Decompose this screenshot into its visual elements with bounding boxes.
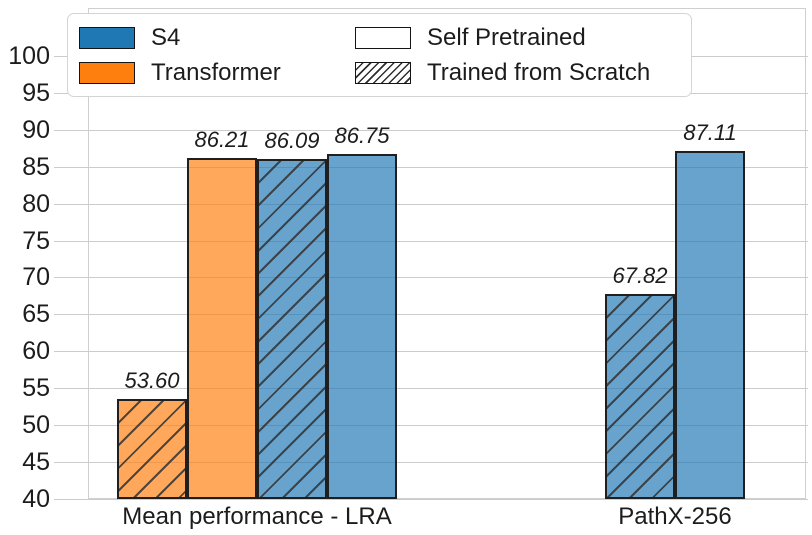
y-tick-label: 80	[22, 189, 50, 218]
legend-label-trained-from-scratch: Trained from Scratch	[427, 58, 651, 86]
gridline-y-40	[54, 499, 808, 500]
y-tick-label: 40	[22, 485, 50, 513]
legend-label-s4: S4	[151, 23, 181, 51]
gridline-y-85	[54, 166, 808, 168]
gridline-y-70	[54, 277, 808, 279]
y-tick-label: 45	[22, 448, 50, 477]
gridline-y-45	[54, 462, 808, 464]
bar-s4-trained-from-scratch	[605, 293, 675, 499]
x-tick-label: PathX-256	[618, 503, 732, 530]
bar-s4-self-pretrained	[675, 151, 745, 499]
bar-value-label: 87.11	[683, 120, 737, 146]
bar-s4-trained-from-scratch	[257, 158, 327, 499]
y-tick-label: 65	[22, 300, 50, 329]
y-tick-label: 60	[22, 337, 50, 366]
bar-value-label: 86.09	[264, 127, 320, 153]
x-tick-label: Mean performance - LRA	[122, 503, 392, 530]
legend-swatch-transformer	[79, 61, 135, 84]
bar-transformer-trained-from-scratch	[117, 398, 187, 499]
gridline-y-80	[54, 203, 808, 205]
gridline-y-60	[54, 351, 808, 353]
legend-swatch-self-pretrained	[355, 26, 411, 49]
legend-label-transformer: Transformer	[151, 58, 281, 86]
gridline-y-55	[54, 388, 808, 390]
bar-transformer-self-pretrained	[187, 157, 257, 499]
bar-value-label: 86.75	[334, 122, 390, 148]
y-tick-label: 75	[22, 226, 50, 255]
legend-row: Transformer Trained from Scratch	[79, 55, 691, 90]
bar-value-label: 53.60	[124, 367, 180, 393]
plot-border	[88, 8, 806, 499]
legend-swatch-trained-from-scratch	[355, 61, 411, 84]
legend: S4 Self Pretrained Transformer Trained f…	[67, 13, 692, 97]
legend-row: S4 Self Pretrained	[79, 20, 691, 55]
gridline-y-50	[54, 425, 808, 427]
y-tick-label: 100	[8, 41, 50, 70]
gridline-y-75	[54, 240, 808, 242]
bar-value-label: 67.82	[612, 262, 668, 288]
y-tick-label: 90	[22, 115, 50, 144]
y-tick-label: 70	[22, 263, 50, 292]
y-tick-label: 85	[22, 152, 50, 181]
y-tick-label: 55	[22, 374, 50, 403]
y-tick-label: 95	[22, 78, 50, 107]
gridline-y-90	[54, 129, 808, 131]
gridline-y-65	[54, 314, 808, 316]
y-tick-label: 50	[22, 411, 50, 440]
legend-swatch-s4	[79, 26, 135, 49]
bar-s4-self-pretrained	[327, 153, 397, 499]
bar-value-label: 86.21	[194, 126, 250, 152]
legend-label-self-pretrained: Self Pretrained	[427, 23, 586, 51]
